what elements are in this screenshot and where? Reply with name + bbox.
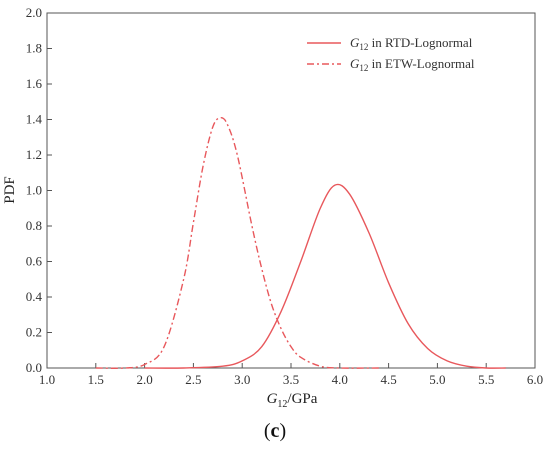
pdf-line-chart: 1.0 1.5 2.0 2.5 3.0 3.5 4.0 4.5 5.0 5.5 6.0 0.0 0.2 0…	[2, 5, 543, 410]
x-axis-title: G12/GPa	[267, 391, 318, 410]
y-tick-label: 0.2	[26, 325, 42, 340]
panel-caption: (c)	[0, 420, 550, 443]
y-tick-label: 1.2	[26, 147, 42, 162]
x-tick-label: 2.5	[185, 372, 201, 387]
y-axis-title: PDF	[2, 176, 18, 204]
y-tick-label: 0.0	[26, 360, 42, 375]
legend-label-rtd-symbol: G	[350, 35, 360, 50]
x-axis-title-symbol: G	[267, 391, 278, 407]
legend: G12 in RTD-Lognormal G12 in ETW-Lognorma…	[307, 35, 475, 73]
x-tick-label: 5.0	[429, 372, 445, 387]
x-tick-label: 4.0	[332, 372, 348, 387]
legend-label-rtd: G12 in RTD-Lognormal	[350, 35, 473, 52]
x-tick-label: 4.5	[380, 372, 396, 387]
panel-caption-letter: c	[270, 420, 280, 442]
x-tick-label: 5.5	[478, 372, 494, 387]
panel-caption-open: (	[263, 420, 271, 442]
y-tick-label: 1.4	[26, 112, 43, 127]
legend-label-etw-subscript: 12	[359, 63, 368, 73]
y-tick-label: 1.6	[26, 76, 43, 91]
y-tick-label: 0.8	[26, 218, 42, 233]
y-tick-label: 1.8	[26, 41, 42, 56]
axis-ticks: 1.0 1.5 2.0 2.5 3.0 3.5 4.0 4.5 5.0 5.5 6.0 0.0 0.2 0…	[26, 5, 543, 387]
x-axis-title-unit: /GPa	[287, 391, 317, 407]
legend-label-rtd-text: in RTD-Lognormal	[368, 35, 472, 50]
series-line-rtd-lognormal	[144, 183, 506, 369]
y-tick-label: 2.0	[26, 5, 42, 20]
x-tick-label: 3.5	[283, 372, 299, 387]
y-tick-label: 0.4	[26, 289, 43, 304]
legend-label-etw-text: in ETW-Lognormal	[368, 56, 475, 71]
series-curves	[95, 116, 506, 369]
legend-label-etw: G12 in ETW-Lognormal	[350, 56, 475, 73]
panel-caption-close: )	[279, 420, 287, 442]
x-tick-label: 6.0	[527, 372, 543, 387]
x-tick-label: 3.0	[234, 372, 250, 387]
x-tick-label: 1.5	[88, 372, 104, 387]
legend-label-rtd-subscript: 12	[359, 42, 368, 52]
x-tick-label: 2.0	[136, 372, 152, 387]
series-line-etw-lognormal	[95, 116, 379, 369]
y-tick-label: 0.6	[26, 254, 43, 269]
y-tick-label: 1.0	[26, 183, 42, 198]
x-tick-label: 1.0	[39, 372, 55, 387]
legend-label-etw-symbol: G	[350, 56, 360, 71]
x-axis-title-subscript: 12	[277, 399, 287, 410]
